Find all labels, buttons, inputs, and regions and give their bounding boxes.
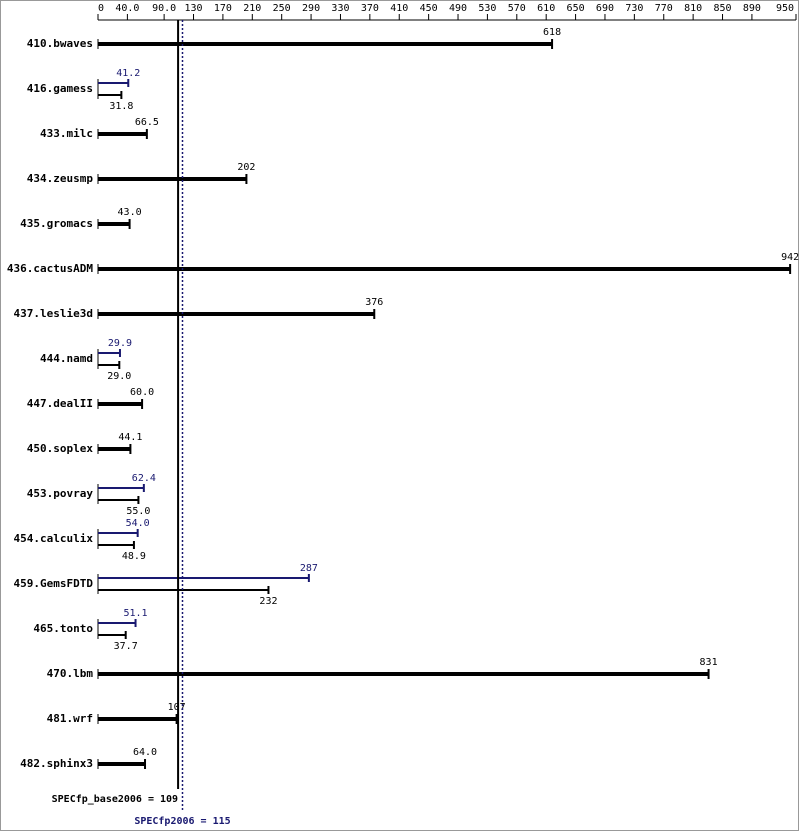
base-value-label: 55.0	[126, 506, 150, 517]
base-value-label: 48.9	[122, 551, 146, 562]
x-tick-label: 450	[420, 3, 438, 14]
category-label: 437.leslie3d	[14, 307, 93, 320]
base-bar	[98, 634, 126, 636]
bar	[98, 222, 130, 226]
category-label: 433.milc	[40, 127, 93, 140]
value-label: 831	[700, 657, 718, 668]
peak-bar	[98, 532, 138, 534]
value-label: 66.5	[135, 117, 159, 128]
x-tick-label: 850	[713, 3, 731, 14]
x-tick-label: 250	[273, 3, 291, 14]
reference-label: SPECfp_base2006 = 109	[52, 794, 178, 805]
x-tick-label: 890	[743, 3, 761, 14]
category-label: 410.bwaves	[27, 37, 93, 50]
bar	[98, 312, 375, 316]
category-label: 435.gromacs	[20, 217, 93, 230]
peak-bar	[98, 622, 136, 624]
bar	[98, 267, 791, 271]
x-tick-label: 130	[184, 3, 202, 14]
x-tick-label: 210	[243, 3, 261, 14]
peak-value-label: 54.0	[126, 518, 150, 529]
base-value-label: 37.7	[114, 641, 138, 652]
base-bar	[98, 499, 139, 501]
value-label: 64.0	[133, 747, 157, 758]
bar	[98, 717, 177, 721]
x-tick-label: 330	[331, 3, 349, 14]
x-tick-label: 40.0	[115, 3, 139, 14]
category-label: 459.GemsFDTD	[14, 577, 94, 590]
peak-value-label: 29.9	[108, 338, 132, 349]
x-tick-label: 370	[361, 3, 379, 14]
base-value-label: 29.0	[107, 371, 131, 382]
x-tick-label: 610	[537, 3, 555, 14]
bar	[98, 672, 709, 676]
category-label: 444.namd	[40, 352, 93, 365]
x-tick-label: 770	[655, 3, 673, 14]
base-value-label: 232	[259, 596, 277, 607]
category-label: 465.tonto	[33, 622, 93, 635]
value-label: 618	[543, 27, 561, 38]
reference-label: SPECfp2006 = 115	[134, 816, 230, 827]
base-bar	[98, 364, 120, 366]
x-tick-label: 0	[98, 3, 104, 14]
value-label: 43.0	[118, 207, 142, 218]
category-label: 450.soplex	[27, 442, 94, 455]
category-label: 447.dealII	[27, 397, 93, 410]
base-bar	[98, 94, 122, 96]
category-label: 470.lbm	[47, 667, 94, 680]
bar	[98, 132, 147, 136]
peak-value-label: 41.2	[116, 68, 140, 79]
peak-bar	[98, 577, 309, 579]
x-tick-label: 290	[302, 3, 320, 14]
x-tick-label: 530	[478, 3, 496, 14]
category-label: 481.wrf	[47, 712, 93, 725]
category-label: 434.zeusmp	[27, 172, 94, 185]
category-label: 454.calculix	[14, 532, 94, 545]
value-label: 107	[168, 702, 186, 713]
bar	[98, 177, 247, 181]
x-tick-label: 650	[567, 3, 585, 14]
peak-bar	[98, 82, 129, 84]
category-label: 416.gamess	[27, 82, 93, 95]
base-bar	[98, 544, 134, 546]
x-tick-label: 950	[776, 3, 794, 14]
x-tick-label: 170	[214, 3, 232, 14]
peak-value-label: 62.4	[132, 473, 156, 484]
category-label: 482.sphinx3	[20, 757, 93, 770]
x-tick-label: 90.0	[152, 3, 176, 14]
peak-value-label: 51.1	[123, 608, 147, 619]
x-tick-label: 410	[390, 3, 408, 14]
category-label: 453.povray	[27, 487, 94, 500]
value-label: 942	[781, 252, 799, 263]
peak-value-label: 287	[300, 563, 318, 574]
peak-bar	[98, 487, 144, 489]
value-label: 60.0	[130, 387, 154, 398]
x-tick-label: 810	[684, 3, 702, 14]
bar	[98, 402, 143, 406]
x-tick-label: 490	[449, 3, 467, 14]
bar	[98, 762, 146, 766]
x-tick-label: 690	[596, 3, 614, 14]
category-label: 436.cactusADM	[7, 262, 93, 275]
peak-bar	[98, 352, 120, 354]
value-label: 44.1	[118, 432, 142, 443]
bar	[98, 42, 553, 46]
value-label: 202	[237, 162, 255, 173]
x-tick-label: 570	[508, 3, 526, 14]
bar	[98, 447, 131, 451]
base-value-label: 31.8	[109, 101, 133, 112]
value-label: 376	[365, 297, 383, 308]
x-tick-label: 730	[625, 3, 643, 14]
